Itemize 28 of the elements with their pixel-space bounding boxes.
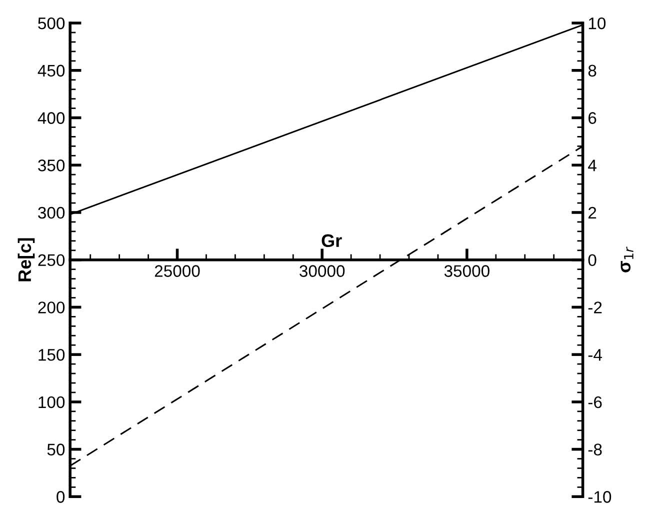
- y2-tick-label: 0: [588, 254, 596, 266]
- y-tick-label: 450: [38, 64, 65, 77]
- y2-tick-label: -4: [588, 349, 602, 361]
- y-tick-label: 0: [56, 491, 65, 503]
- y2-tick-label: 8: [588, 64, 596, 77]
- y-tick-label: 100: [38, 396, 65, 408]
- y2-tick-label: 2: [588, 206, 596, 219]
- y-tick-label: 300: [38, 206, 65, 219]
- y2-tick-label: -6: [588, 396, 602, 408]
- y-axis-title: Re[c]: [18, 238, 35, 282]
- y-tick-label: 150: [38, 348, 65, 361]
- x-tick-label: 30000: [300, 265, 345, 277]
- y-tick-label: 350: [38, 160, 65, 172]
- y2-tick-label: 10: [588, 17, 606, 30]
- y2-tick-label: -10: [588, 491, 612, 503]
- y-tick-label: 50: [47, 444, 65, 456]
- y2-tick-label: 4: [588, 160, 596, 172]
- y2-tick-label: 6: [588, 112, 596, 124]
- y-tick-label: 400: [38, 112, 65, 124]
- y2-tick-label: -8: [588, 444, 602, 456]
- y2-tick-label: -2: [588, 302, 602, 314]
- x-tick-label: 35000: [444, 265, 490, 277]
- y2-axis-title: σ$_{1r}$: [620, 246, 634, 272]
- y-tick-label: 200: [38, 302, 65, 314]
- x-axis-title: Gr: [322, 234, 342, 248]
- y-tick-label: 500: [38, 17, 65, 30]
- x-tick-label: 25000: [154, 265, 200, 277]
- y-tick-label: 250: [38, 254, 65, 266]
